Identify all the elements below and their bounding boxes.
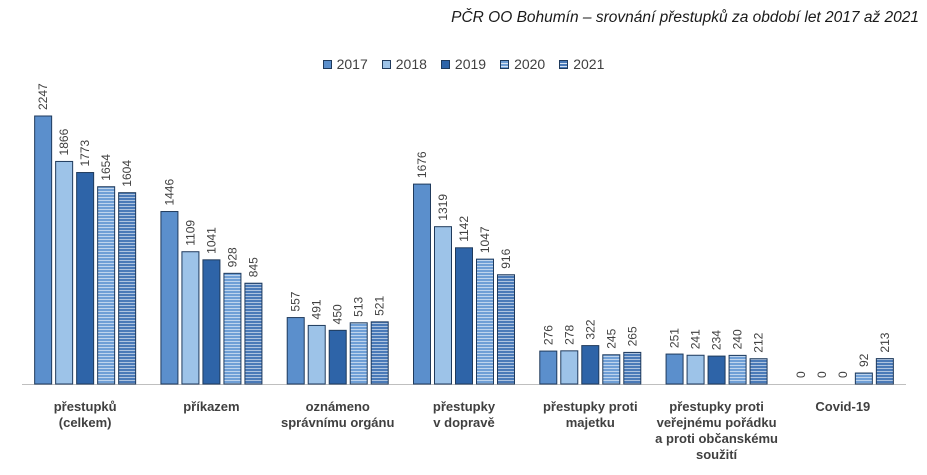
data-label: 1319 [436, 194, 450, 221]
data-label: 557 [289, 291, 303, 311]
bar-2018-cat-3 [434, 226, 452, 385]
bar-2017-cat-2 [286, 317, 305, 385]
legend-swatch [440, 59, 450, 69]
legend-label: 2017 [336, 56, 368, 72]
bar-2017-cat-0 [34, 115, 53, 385]
data-label: 240 [731, 329, 745, 349]
bar-2018-cat-0 [55, 160, 74, 385]
data-label: 276 [541, 325, 555, 345]
bar-2020-cat-2 [349, 322, 368, 385]
legend-item-2019: 2019 [440, 54, 487, 74]
data-label: 234 [710, 330, 724, 350]
bar-2019-cat-1 [202, 259, 221, 385]
legend-label: 2018 [395, 56, 427, 72]
data-label: 1041 [204, 227, 218, 254]
bar-2019-cat-3 [455, 247, 473, 385]
legend-item-2018: 2018 [381, 54, 427, 74]
category-label: přestupky v dopravě [433, 399, 496, 430]
legend-item-2017: 2017 [322, 54, 368, 74]
bar-2020-cat-4 [602, 354, 621, 385]
bar-2017-cat-5 [665, 353, 684, 385]
data-label: 265 [625, 326, 639, 346]
bar-2018-cat-2 [307, 324, 326, 385]
bar-2020-cat-3 [476, 258, 494, 385]
data-label: 2247 [36, 83, 50, 110]
bar-2021-cat-5 [749, 358, 768, 385]
data-label: 322 [583, 319, 597, 339]
data-label: 1446 [162, 179, 176, 206]
legend-swatch [500, 59, 510, 69]
data-label: 521 [373, 296, 387, 316]
data-label: 1654 [99, 154, 113, 181]
data-label: 916 [499, 248, 513, 268]
legend-label: 2021 [573, 56, 605, 72]
bar-2018-cat-4 [560, 350, 579, 385]
bar-2019-cat-2 [328, 329, 347, 385]
bar-2021-cat-0 [118, 192, 137, 385]
data-label: 450 [331, 304, 345, 324]
bar-2020-cat-1 [223, 272, 242, 385]
data-label: 245 [604, 328, 618, 348]
bar-2019-cat-5 [707, 355, 726, 385]
bar-2021-cat-1 [244, 282, 263, 385]
data-label: 251 [668, 328, 682, 348]
data-label: 213 [878, 332, 892, 352]
bar-2020-cat-0 [97, 186, 116, 385]
data-label: 278 [562, 324, 576, 344]
bar-2019-cat-0 [76, 172, 95, 385]
data-label: 241 [689, 329, 703, 349]
data-label: 0 [794, 371, 808, 378]
chart-title: PČR OO Bohumín – srovnání přestupků za o… [451, 9, 919, 26]
data-label: 92 [857, 353, 871, 367]
bar-2020-cat-6 [854, 372, 873, 385]
data-label: 1676 [415, 151, 429, 178]
data-label: 0 [836, 371, 850, 378]
bar-2021-cat-2 [370, 321, 389, 385]
bar-2021-cat-6 [875, 358, 894, 385]
category-label: přestupky proti veřejnému pořádku a proti … [655, 399, 778, 462]
bar-2021-cat-3 [497, 274, 515, 385]
data-label: 1773 [78, 140, 92, 167]
data-label: 1866 [57, 128, 71, 155]
category-label: přestupků (celkem) [54, 399, 117, 430]
legend-label: 2020 [514, 56, 546, 72]
legend: 2017 2018 2019 2020 2021 [0, 54, 927, 74]
legend-swatch [322, 59, 332, 69]
data-label: 0 [815, 371, 829, 378]
data-label: 513 [352, 296, 366, 316]
legend-swatch [559, 59, 569, 69]
legend-swatch [381, 59, 391, 69]
category-label: příkazem [183, 399, 239, 414]
data-label: 928 [225, 247, 239, 267]
category-label: oznámeno správnímu orgánu [281, 399, 394, 430]
bar-2017-cat-1 [160, 211, 179, 385]
bar-2017-cat-3 [413, 183, 431, 385]
legend-item-2020: 2020 [500, 54, 545, 74]
data-label: 1604 [120, 160, 134, 187]
data-label: 1109 [183, 220, 197, 246]
bar-2018-cat-5 [686, 354, 705, 385]
bar-2020-cat-5 [728, 354, 747, 385]
category-label: Covid-19 [815, 399, 870, 414]
legend-item-2021: 2021 [559, 54, 604, 74]
legend-label: 2019 [454, 56, 487, 72]
bar-2019-cat-4 [581, 345, 600, 385]
data-label: 1142 [457, 216, 471, 242]
data-label: 845 [246, 257, 260, 277]
bar-2018-cat-1 [181, 251, 200, 385]
data-label: 212 [752, 332, 766, 352]
data-label: 491 [310, 299, 324, 319]
bar-2017-cat-4 [539, 350, 558, 385]
category-label: přestupky proti majetku [543, 399, 638, 430]
bar-2021-cat-4 [623, 351, 642, 385]
data-label: 1047 [478, 226, 492, 253]
